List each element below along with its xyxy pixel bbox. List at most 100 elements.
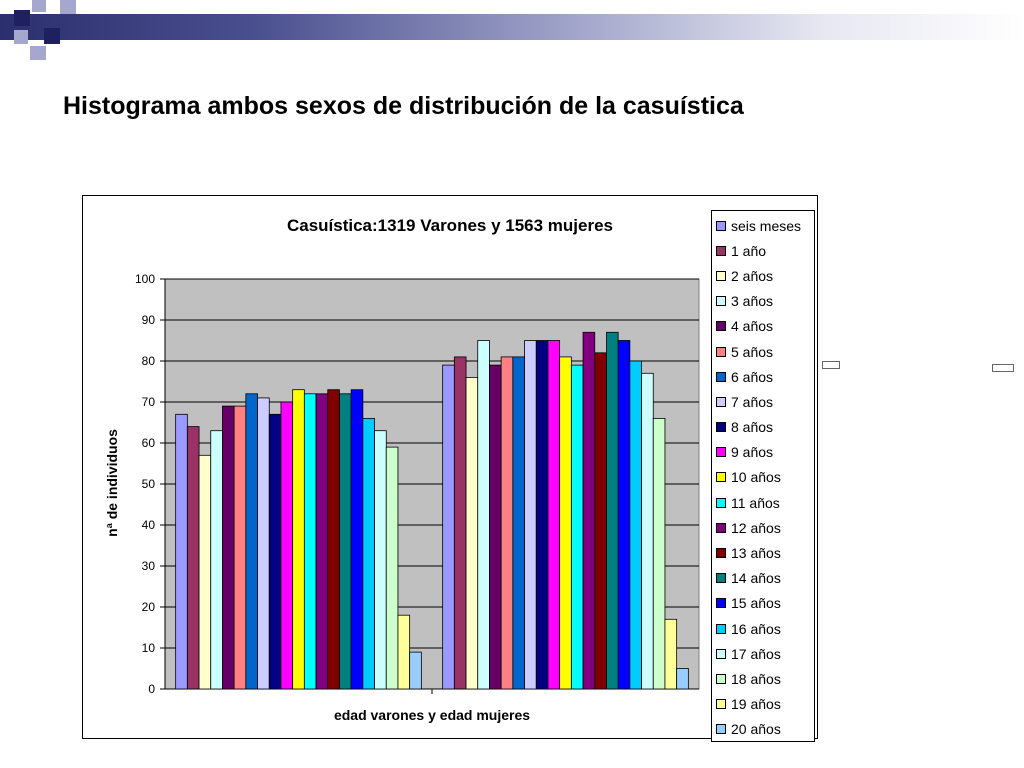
y-tick-label: 100 bbox=[135, 272, 155, 286]
legend-label: 9 años bbox=[731, 444, 774, 461]
legend-swatch bbox=[716, 522, 726, 533]
bar bbox=[547, 340, 561, 690]
y-tick-label: 30 bbox=[142, 559, 156, 573]
legend-label: 17 años bbox=[731, 645, 781, 662]
legend-swatch bbox=[716, 623, 726, 634]
legend-item: 18 años bbox=[716, 666, 814, 691]
bar bbox=[385, 446, 399, 690]
bar bbox=[175, 413, 188, 690]
legend-item: 2 años bbox=[716, 263, 814, 288]
chart-title: Casuística:1319 Varones y 1563 mujeres bbox=[287, 216, 613, 235]
bar bbox=[606, 331, 619, 690]
stray-marker-1 bbox=[822, 361, 840, 369]
bar bbox=[582, 331, 596, 690]
legend-label: 6 años bbox=[731, 368, 774, 385]
y-tick-label: 70 bbox=[142, 395, 156, 409]
legend-label: 12 años bbox=[731, 519, 781, 536]
bar bbox=[664, 618, 678, 690]
slide-title: Histograma ambos sexos de distribución d… bbox=[63, 92, 744, 120]
bar bbox=[315, 393, 329, 690]
legend-label: 10 años bbox=[731, 469, 781, 486]
legend-swatch bbox=[716, 270, 726, 281]
legend-item: 12 años bbox=[716, 515, 814, 540]
legend-label: 19 años bbox=[731, 696, 781, 713]
legend-label: 13 años bbox=[731, 545, 781, 562]
legend-item: 7 años bbox=[716, 389, 814, 414]
legend-item: 4 años bbox=[716, 314, 814, 339]
bar bbox=[186, 426, 200, 690]
bar-chart: Casuística:1319 Varones y 1563 mujeres e… bbox=[104, 216, 700, 723]
bar bbox=[500, 356, 514, 690]
bar bbox=[559, 356, 572, 690]
legend-item: 1 año bbox=[716, 238, 814, 263]
bar bbox=[374, 430, 387, 690]
bar bbox=[210, 430, 223, 690]
legend-label: 1 año bbox=[731, 242, 767, 259]
bar bbox=[676, 668, 689, 690]
bar bbox=[512, 356, 525, 690]
y-tick-label: 20 bbox=[142, 600, 156, 614]
legend-swatch bbox=[716, 573, 726, 584]
legend-swatch bbox=[716, 598, 726, 609]
bar bbox=[442, 364, 455, 690]
bar bbox=[303, 393, 317, 690]
legend-item: 6 años bbox=[716, 364, 814, 389]
bar bbox=[535, 340, 549, 690]
legend-swatch bbox=[716, 724, 726, 735]
bar bbox=[397, 614, 411, 690]
legend-swatch bbox=[716, 296, 726, 307]
bar bbox=[292, 389, 305, 690]
decor-square-light-1 bbox=[32, 0, 46, 12]
legend-label: 18 años bbox=[731, 670, 781, 687]
legend-label: 5 años bbox=[731, 343, 774, 360]
legend-swatch bbox=[716, 396, 726, 407]
legend-label: 8 años bbox=[731, 419, 774, 436]
legend-item: 5 años bbox=[716, 339, 814, 364]
decor-square-light-4 bbox=[30, 46, 46, 60]
legend-item: 11 años bbox=[716, 490, 814, 515]
decor-square-light-2 bbox=[60, 0, 76, 14]
legend-swatch bbox=[716, 371, 726, 382]
y-tick-label: 50 bbox=[142, 477, 156, 491]
legend-swatch bbox=[716, 220, 726, 231]
bar bbox=[594, 352, 607, 690]
bar bbox=[409, 651, 422, 690]
legend-swatch bbox=[716, 346, 726, 357]
legend-label: 2 años bbox=[731, 267, 774, 284]
legend-label: 20 años bbox=[731, 721, 781, 738]
legend-item: 17 años bbox=[716, 641, 814, 666]
legend-label: 14 años bbox=[731, 570, 781, 587]
bar bbox=[280, 401, 294, 690]
bar bbox=[524, 340, 537, 690]
bar bbox=[257, 397, 270, 690]
legend-swatch bbox=[716, 321, 726, 332]
bar bbox=[245, 393, 258, 690]
y-axis-label: nª de individuos bbox=[104, 429, 120, 537]
y-tick-label: 0 bbox=[148, 682, 155, 696]
bar bbox=[570, 364, 584, 690]
bar bbox=[641, 372, 654, 690]
bar bbox=[629, 360, 642, 690]
y-tick-label: 60 bbox=[142, 436, 156, 450]
decor-square-dark-1 bbox=[14, 10, 30, 26]
legend-label: 11 años bbox=[731, 494, 780, 511]
legend-swatch bbox=[716, 648, 726, 659]
bar bbox=[489, 364, 502, 690]
bar bbox=[362, 417, 375, 690]
legend-swatch bbox=[716, 422, 726, 433]
bar bbox=[222, 405, 235, 690]
stray-marker-2 bbox=[992, 364, 1014, 372]
legend-swatch bbox=[716, 245, 726, 256]
legend-item: 8 años bbox=[716, 415, 814, 440]
legend-label: seis meses bbox=[731, 217, 802, 234]
legend-label: 16 años bbox=[731, 620, 781, 637]
bar bbox=[652, 417, 666, 690]
bar bbox=[198, 454, 212, 690]
bar bbox=[233, 405, 247, 690]
bar bbox=[617, 340, 631, 690]
legend-item: 19 años bbox=[716, 692, 814, 717]
legend-item: 14 años bbox=[716, 566, 814, 591]
bar bbox=[465, 376, 479, 690]
header-banner bbox=[0, 14, 1024, 40]
y-tick-label: 40 bbox=[142, 518, 156, 532]
